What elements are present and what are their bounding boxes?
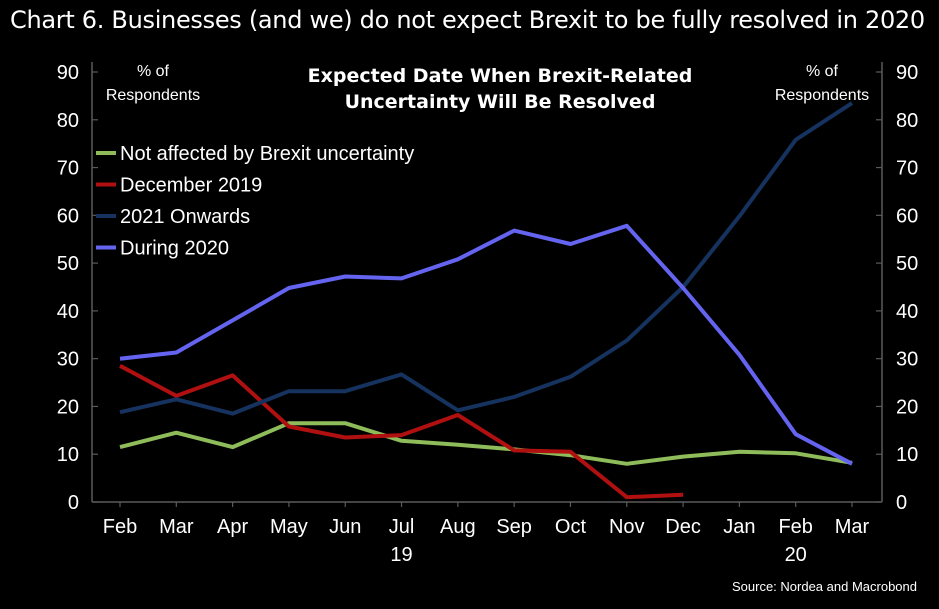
left-axis-unit-line-1: % of: [137, 63, 170, 80]
x-tick-label: Mar: [159, 516, 194, 538]
tick-labels: 0 0 10 10 20 20 30 30 40 40 50 50 60 60 70 70 80 80 90 90 Fe…: [57, 62, 919, 566]
x-tick-label: Sep: [496, 516, 532, 538]
x-tick-label: Jul: [389, 516, 415, 538]
left-axis-unit-line-2: Respondents: [106, 87, 200, 104]
x-tick-label: Jun: [329, 516, 361, 538]
left-tick-label: 10: [57, 444, 79, 466]
x-tick-label: Feb: [778, 516, 812, 538]
x-tick-label: Aug: [440, 516, 476, 538]
legend-label: During 2020: [120, 238, 229, 260]
left-tick-label: 60: [57, 205, 79, 227]
left-tick-label: 80: [57, 110, 79, 132]
series-line: [119, 223, 853, 466]
chart-title-line-2: Uncertainty Will Be Resolved: [345, 91, 656, 113]
year-label: 20: [785, 544, 807, 566]
right-tick-label: 10: [896, 444, 918, 466]
series-lines: [119, 101, 854, 500]
source-note: Source: Nordea and Macrobond: [732, 579, 917, 594]
left-tick-label: 90: [57, 62, 79, 84]
x-tick-label: Apr: [217, 516, 248, 538]
right-axis-unit-line-1: % of: [806, 63, 839, 80]
x-tick-label: Oct: [555, 516, 587, 538]
chart-title-line-1: Expected Date When Brexit-Related: [308, 65, 693, 87]
x-tick-label: Jan: [723, 516, 755, 538]
legend-label: December 2019: [120, 175, 262, 197]
left-tick-label: 0: [68, 492, 79, 514]
x-tick-label: Feb: [103, 516, 137, 538]
left-tick-label: 40: [57, 301, 79, 323]
right-tick-label: 30: [896, 349, 918, 371]
x-tick-label: May: [270, 516, 308, 538]
x-tick-label: Nov: [609, 516, 645, 538]
legend-label: Not affected by Brexit uncertainty: [120, 143, 414, 165]
series-line: [119, 421, 853, 466]
x-tick-label: Dec: [665, 516, 701, 538]
left-tick-label: 20: [57, 396, 79, 418]
left-tick-label: 30: [57, 349, 79, 371]
right-tick-label: 90: [896, 62, 918, 84]
axes: [91, 62, 883, 507]
legend-label: 2021 Onwards: [120, 206, 250, 228]
series-line: [119, 101, 854, 416]
right-tick-label: 60: [896, 205, 918, 227]
left-tick-label: 70: [57, 158, 79, 180]
right-tick-label: 50: [896, 253, 918, 275]
right-tick-label: 80: [896, 110, 918, 132]
left-tick-label: 50: [57, 253, 79, 275]
x-tick-label: Mar: [835, 516, 870, 538]
right-tick-label: 40: [896, 301, 918, 323]
legend: Not affected by Brexit uncertainty Decemb…: [96, 143, 414, 260]
year-label: 19: [390, 544, 412, 566]
right-tick-label: 0: [896, 492, 907, 514]
right-axis-unit-line-2: Respondents: [775, 87, 869, 104]
series-line: [119, 364, 684, 500]
right-tick-label: 20: [896, 396, 918, 418]
chart-heading: Chart 6. Businesses (and we) do not expe…: [10, 6, 925, 34]
right-tick-label: 70: [896, 158, 918, 180]
